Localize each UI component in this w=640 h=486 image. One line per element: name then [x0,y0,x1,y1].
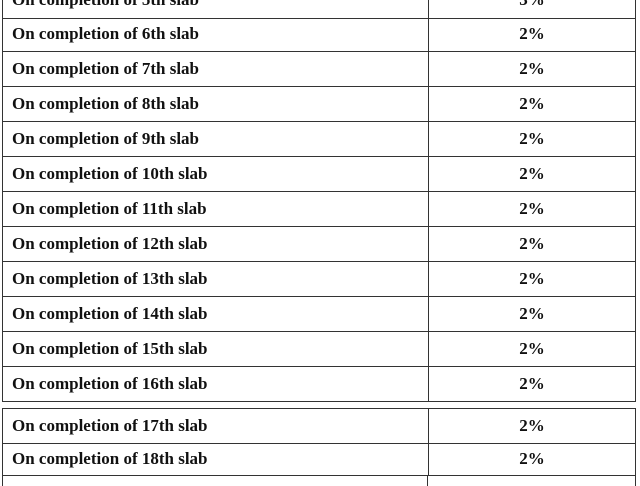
table-row: On completion of 11th slab 2% [2,192,636,227]
stage-label: On completion of 7th slab [3,52,429,86]
table-row: On completion of 18th slab 2% [2,442,636,476]
stage-label: On completion of 12th slab [3,227,429,261]
percentage: 2% [519,24,545,43]
table-row: On completion of 16th slab 2% [2,367,636,402]
stage-label: On completion of 17th slab [3,409,429,443]
percentage: 2% [519,448,545,468]
stage-label: On completion of 14th slab [3,297,429,331]
percentage: 2% [519,199,545,218]
stage-label: On completion of 16th slab [3,367,429,401]
table-row: On completion of 7th slab 2% [2,52,636,87]
table-row: On completion of 13th slab 2% [2,262,636,297]
percentage: 2% [519,164,545,183]
percentage: 2% [519,415,545,435]
stage-label: On completion of 10th slab [3,157,429,191]
table-row: On completion of 8th slab 2% [2,87,636,122]
stage-label: On completion of 15th slab [3,332,429,366]
percentage: 2% [519,339,545,358]
stage-label: On completion of 8th slab [3,87,429,121]
percentage: 2% [519,59,545,78]
table-row: On completion of 17th slab 2% [2,408,636,444]
table-row: On completion of 9th slab 2% [2,122,636,157]
table-continuation [2,476,636,486]
percentage: 2% [519,304,545,323]
percentage: 2% [519,129,545,148]
percentage: 2% [519,374,545,393]
table-row: On completion of 6th slab 2% [2,17,636,52]
percentage: 2% [519,94,545,113]
percentage: 2% [519,269,545,288]
table-row: On completion of 15th slab 2% [2,332,636,367]
table-row: On completion of 10th slab 2% [2,157,636,192]
percentage: 3% [429,0,635,18]
table-row: On completion of 12th slab 2% [2,227,636,262]
stage-label: On completion of 11th slab [3,192,429,226]
table-row: On completion of 14th slab 2% [2,297,636,332]
stage-label: On completion of 9th slab [3,122,429,156]
stage-label: On completion of 6th slab [3,17,429,51]
stage-label: On completion of 18th slab [3,442,429,475]
percentage: 2% [519,234,545,253]
stage-label: On completion of 5th slab [3,0,429,18]
stage-label: On completion of 13th slab [3,262,429,296]
table-row: On completion of 5th slab3% [2,0,636,19]
